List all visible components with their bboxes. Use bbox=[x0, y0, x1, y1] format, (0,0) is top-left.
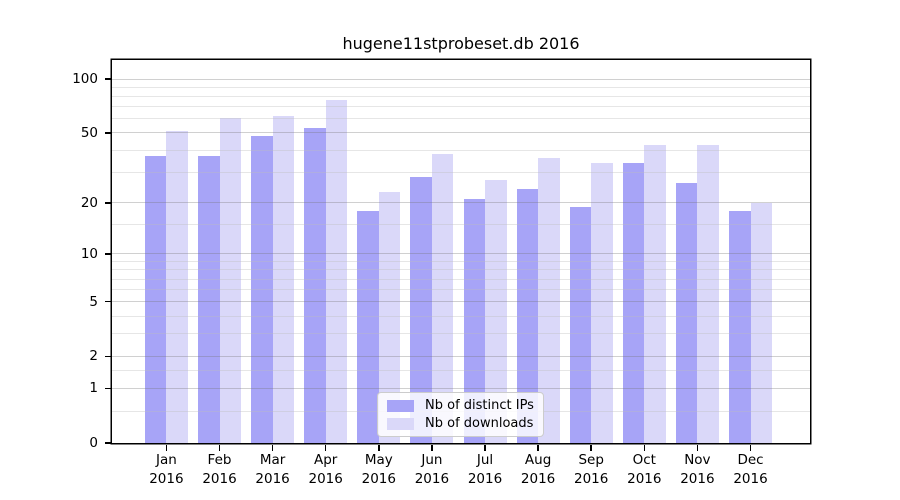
legend-row-distinct-ips: Nb of distinct IPs bbox=[387, 398, 537, 413]
gridline-minor bbox=[112, 86, 810, 88]
x-axis-tick bbox=[696, 444, 699, 451]
x-axis-label-oct: Oct 2016 bbox=[627, 452, 662, 487]
chart-title: hugene11stprobeset.db 2016 bbox=[342, 34, 580, 53]
y-axis-tick bbox=[104, 78, 111, 80]
y-axis-label-10: 10 bbox=[80, 245, 98, 262]
legend-row-downloads: Nb of downloads bbox=[387, 416, 537, 431]
bar-downloads-nov bbox=[697, 144, 719, 443]
y-axis-tick bbox=[104, 253, 111, 255]
y-axis-tick bbox=[104, 202, 111, 204]
x-axis-label-sep: Sep 2016 bbox=[574, 452, 609, 487]
x-axis-tick bbox=[431, 444, 433, 451]
y-axis-label-20: 20 bbox=[80, 194, 98, 211]
bar-distinct-ips-may bbox=[357, 210, 379, 443]
x-axis-tick bbox=[749, 444, 752, 451]
bar-downloads-dec bbox=[750, 202, 772, 443]
x-axis-tick bbox=[378, 444, 380, 451]
bar-distinct-ips-mar bbox=[251, 136, 273, 443]
x-axis-label-jan: Jan 2016 bbox=[149, 452, 184, 487]
x-axis-tick bbox=[484, 444, 486, 451]
x-axis-tick bbox=[590, 444, 592, 451]
gridline-minor bbox=[112, 95, 810, 97]
bar-distinct-ips-dec bbox=[729, 210, 751, 443]
x-axis-tick bbox=[165, 444, 168, 451]
x-axis-tick bbox=[271, 444, 274, 451]
y-axis-tick bbox=[104, 132, 111, 134]
legend-label-distinct-ips: Nb of distinct IPs bbox=[425, 398, 534, 413]
legend-swatch-distinct-ips bbox=[387, 399, 414, 412]
bar-distinct-ips-aug bbox=[516, 189, 539, 443]
bar-distinct-ips-oct bbox=[622, 162, 645, 443]
legend-swatch-downloads bbox=[387, 417, 414, 430]
y-axis-tick bbox=[104, 300, 111, 303]
x-axis-tick bbox=[324, 444, 327, 451]
bar-downloads-jul bbox=[485, 180, 507, 443]
bar-distinct-ips-nov bbox=[675, 183, 698, 443]
x-axis-label-may: May 2016 bbox=[361, 452, 396, 487]
gridline-minor bbox=[112, 118, 810, 120]
y-axis-label-50: 50 bbox=[80, 124, 98, 141]
legend: Nb of distinct IPs Nb of downloads bbox=[377, 392, 544, 437]
bar-downloads-oct bbox=[644, 144, 666, 443]
bar-downloads-jan bbox=[166, 131, 188, 443]
y-axis-tick bbox=[104, 442, 111, 444]
bar-downloads-mar bbox=[272, 116, 295, 443]
bar-downloads-may bbox=[378, 192, 401, 443]
x-axis-tick bbox=[218, 444, 221, 451]
x-axis-label-feb: Feb 2016 bbox=[202, 452, 237, 487]
gridline-50 bbox=[112, 132, 810, 134]
bar-downloads-sep bbox=[591, 162, 613, 443]
bar-distinct-ips-jun bbox=[410, 177, 432, 443]
bar-distinct-ips-jan bbox=[144, 156, 167, 443]
x-axis-label-dec: Dec 2016 bbox=[733, 452, 768, 487]
bar-downloads-apr bbox=[325, 100, 348, 443]
x-axis-label-aug: Aug 2016 bbox=[520, 452, 556, 487]
y-axis-label-100: 100 bbox=[72, 71, 98, 88]
x-axis-label-nov: Nov 2016 bbox=[680, 452, 715, 487]
bar-distinct-ips-sep bbox=[569, 206, 592, 443]
bar-downloads-aug bbox=[538, 158, 560, 443]
y-axis-label-5: 5 bbox=[89, 293, 98, 310]
bar-downloads-jun bbox=[431, 154, 454, 443]
legend-label-downloads: Nb of downloads bbox=[425, 416, 534, 431]
x-axis-label-mar: Mar 2016 bbox=[255, 452, 290, 487]
y-axis-tick bbox=[104, 355, 111, 358]
x-axis-label-jul: Jul 2016 bbox=[467, 452, 503, 487]
x-axis-label-jun: Jun 2016 bbox=[414, 452, 450, 487]
y-axis-label-2: 2 bbox=[89, 348, 98, 365]
bar-distinct-ips-jul bbox=[463, 199, 485, 443]
plot-area bbox=[112, 60, 810, 443]
x-axis-tick bbox=[537, 444, 539, 451]
gridline-100 bbox=[112, 78, 810, 80]
bar-downloads-feb bbox=[219, 117, 241, 443]
gridline-minor bbox=[112, 106, 810, 108]
y-axis-label-0: 0 bbox=[89, 435, 98, 451]
x-axis-tick bbox=[643, 444, 646, 451]
y-axis-tick bbox=[104, 387, 111, 390]
y-axis-label-1: 1 bbox=[89, 380, 98, 397]
x-axis-label-apr: Apr 2016 bbox=[308, 452, 343, 487]
bar-distinct-ips-feb bbox=[198, 156, 220, 443]
bar-distinct-ips-apr bbox=[304, 128, 326, 443]
